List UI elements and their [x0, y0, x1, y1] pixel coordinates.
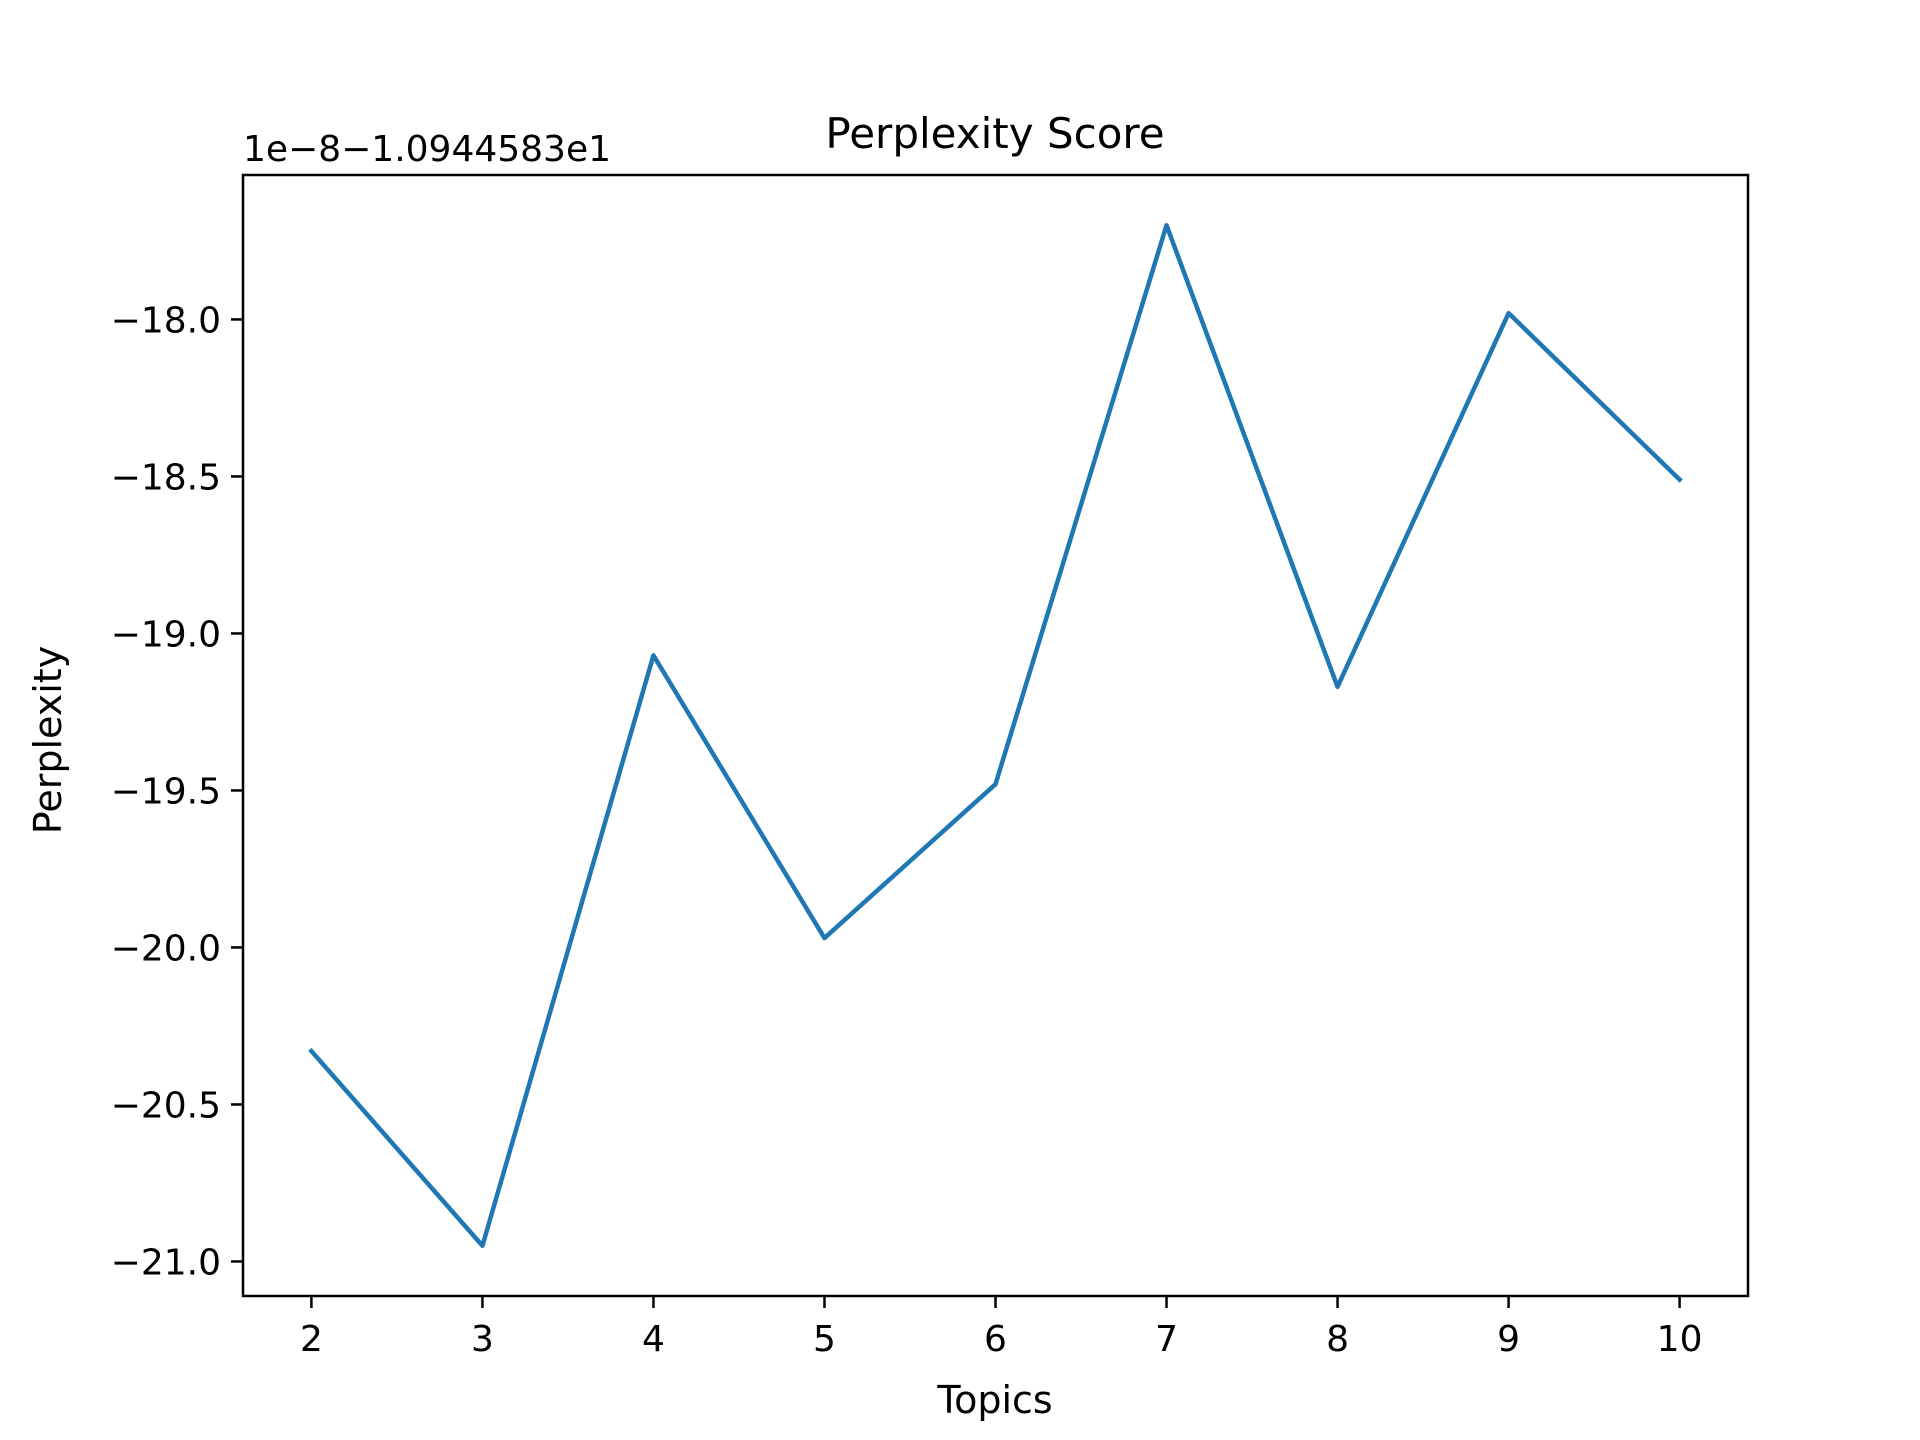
y-axis-label: Perplexity: [26, 646, 70, 834]
y-axis-offset-text: 1e−8−1.0944583e1: [243, 129, 611, 170]
y-tick-label: −21.0: [111, 1242, 221, 1283]
y-tick-label: −19.5: [111, 771, 221, 812]
series-line-0: [308, 222, 1683, 1249]
x-tick-label: 9: [1497, 1319, 1520, 1360]
x-tick-label: 3: [471, 1319, 494, 1360]
x-tick-label: 10: [1657, 1319, 1703, 1360]
x-tick-label: 5: [813, 1319, 836, 1360]
x-axis-ticks: 2 3 4 5 6 7 8 9 10: [300, 1296, 1703, 1360]
plot-area-frame: [241, 173, 1750, 1298]
x-tick-label: 6: [984, 1319, 1007, 1360]
y-tick-label: −18.5: [111, 457, 221, 498]
y-tick-label: −18.0: [111, 300, 221, 341]
y-axis-ticks: −18.0 −18.5 −19.0 −19.5 −20.0 −20.5 −21.0: [111, 300, 243, 1283]
y-tick-label: −19.0: [111, 614, 221, 655]
x-tick-label: 4: [642, 1319, 665, 1360]
chart-title: Perplexity Score: [825, 109, 1164, 158]
x-axis-label: Topics: [936, 1378, 1052, 1422]
x-tick-label: 7: [1155, 1319, 1178, 1360]
series-layer: [308, 222, 1683, 1249]
x-tick-label: 2: [300, 1319, 323, 1360]
y-tick-label: −20.0: [111, 928, 221, 969]
y-tick-label: −20.5: [111, 1085, 221, 1126]
x-tick-label: 8: [1326, 1319, 1349, 1360]
